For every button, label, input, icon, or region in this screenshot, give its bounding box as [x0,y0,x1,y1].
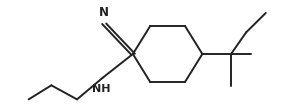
Text: N: N [99,6,109,19]
Text: NH: NH [92,84,111,94]
